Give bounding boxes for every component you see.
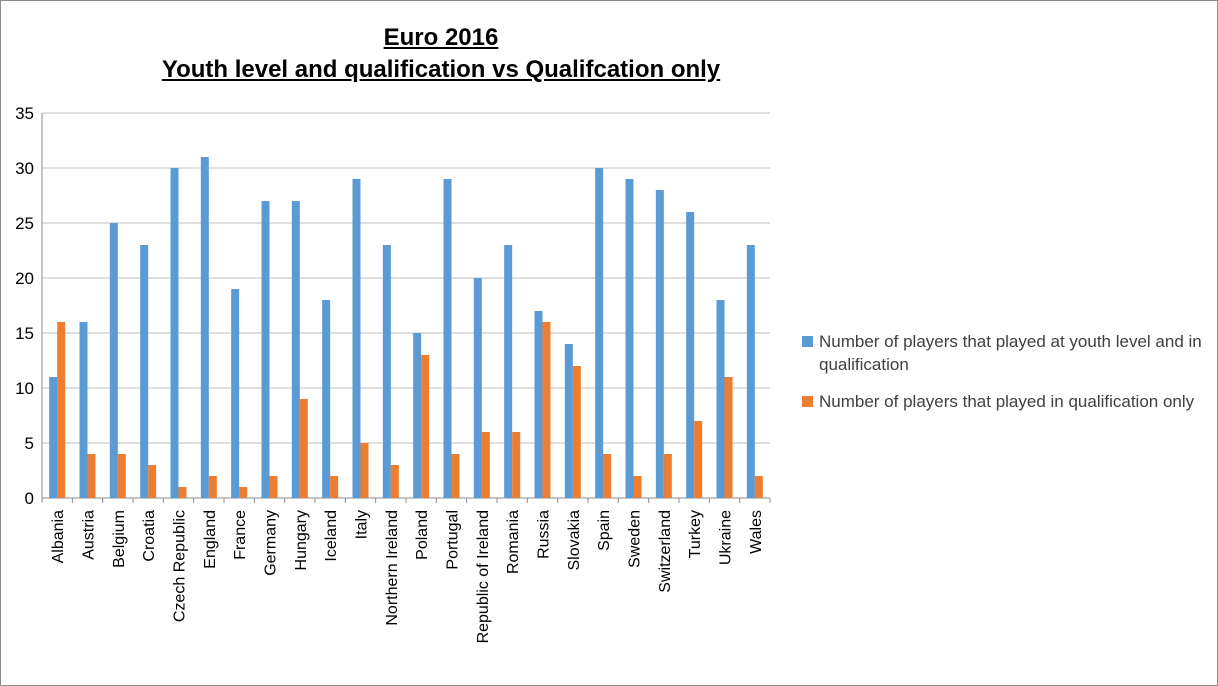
bar-qualification-only-spain — [603, 454, 612, 498]
bar-youth-and-qualification-portugal — [443, 179, 452, 498]
legend-item-youth-and-qualification: Number of players that played at youth l… — [802, 330, 1212, 376]
x-category-label-slovakia: Slovakia — [566, 510, 583, 571]
bar-qualification-only-portugal — [451, 454, 460, 498]
x-category-label-hungary: Hungary — [293, 510, 310, 570]
x-category-label-italy: Italy — [354, 510, 371, 539]
bar-youth-and-qualification-romania — [504, 245, 513, 498]
legend-swatch-blue — [802, 336, 813, 347]
x-category-label-russia: Russia — [536, 510, 553, 559]
bar-youth-and-qualification-sweden — [625, 179, 634, 498]
y-tick-label-5: 5 — [25, 434, 34, 453]
x-category-label-romania: Romania — [505, 510, 522, 574]
x-category-label-albania: Albania — [50, 510, 67, 563]
legend-swatch-orange — [802, 396, 813, 407]
bar-qualification-only-france — [239, 487, 248, 498]
bar-youth-and-qualification-switzerland — [655, 190, 664, 498]
y-tick-label-10: 10 — [15, 379, 34, 398]
bar-youth-and-qualification-croatia — [140, 245, 149, 498]
bar-qualification-only-turkey — [694, 421, 703, 498]
bar-qualification-only-czech-republic — [178, 487, 187, 498]
bar-youth-and-qualification-spain — [595, 168, 604, 498]
x-category-label-wales: Wales — [748, 510, 765, 554]
bar-qualification-only-belgium — [117, 454, 126, 498]
chart-title: Euro 2016 — [383, 24, 499, 51]
bar-qualification-only-hungary — [299, 399, 308, 498]
x-category-label-northern-ireland: Northern Ireland — [384, 510, 401, 626]
bar-youth-and-qualification-slovakia — [564, 344, 573, 498]
bar-qualification-only-slovakia — [572, 366, 581, 498]
bar-qualification-only-republic-of-ireland — [481, 432, 490, 498]
bar-youth-and-qualification-poland — [413, 333, 422, 498]
bar-youth-and-qualification-germany — [261, 201, 270, 498]
x-category-label-turkey: Turkey — [687, 510, 704, 558]
bar-youth-and-qualification-ukraine — [716, 300, 725, 498]
bar-qualification-only-wales — [754, 476, 763, 498]
y-tick-label-30: 30 — [15, 159, 34, 178]
bar-youth-and-qualification-italy — [352, 179, 361, 498]
legend-item-qualification-only: Number of players that played in qualifi… — [802, 390, 1212, 413]
legend-label-youth-and-qualification: Number of players that played at youth l… — [819, 332, 1202, 374]
bar-youth-and-qualification-austria — [79, 322, 88, 498]
bar-qualification-only-northern-ireland — [390, 465, 399, 498]
bar-qualification-only-ukraine — [724, 377, 733, 498]
x-category-label-iceland: Iceland — [323, 510, 340, 562]
x-category-label-england: England — [202, 510, 219, 569]
bar-youth-and-qualification-iceland — [322, 300, 331, 498]
bar-youth-and-qualification-albania — [49, 377, 58, 498]
bar-youth-and-qualification-hungary — [291, 201, 300, 498]
bar-qualification-only-england — [208, 476, 217, 498]
y-tick-label-25: 25 — [15, 214, 34, 233]
x-category-label-poland: Poland — [414, 510, 431, 560]
chart-legend: Number of players that played at youth l… — [802, 330, 1212, 427]
bar-youth-and-qualification-wales — [746, 245, 755, 498]
x-category-label-republic-of-ireland: Republic of Ireland — [475, 510, 492, 643]
bar-qualification-only-austria — [87, 454, 96, 498]
bar-youth-and-qualification-belgium — [109, 223, 118, 498]
x-category-label-switzerland: Switzerland — [657, 510, 674, 593]
bar-qualification-only-poland — [421, 355, 430, 498]
y-tick-label-15: 15 — [15, 324, 34, 343]
bar-qualification-only-romania — [512, 432, 521, 498]
x-category-label-croatia: Croatia — [141, 510, 158, 562]
x-category-label-spain: Spain — [596, 510, 613, 551]
bar-qualification-only-iceland — [330, 476, 339, 498]
bar-youth-and-qualification-republic-of-ireland — [473, 278, 482, 498]
x-category-label-germany: Germany — [263, 510, 280, 576]
bar-qualification-only-sweden — [633, 476, 642, 498]
y-tick-label-35: 35 — [15, 104, 34, 123]
chart-subtitle: Youth level and qualification vs Qualifc… — [161, 56, 721, 83]
bar-qualification-only-germany — [269, 476, 278, 498]
x-category-label-belgium: Belgium — [111, 510, 128, 568]
bar-youth-and-qualification-northern-ireland — [382, 245, 391, 498]
chart-title-block: Euro 2016 Youth level and qualification … — [0, 22, 882, 86]
bar-qualification-only-albania — [57, 322, 66, 498]
x-category-label-ukraine: Ukraine — [718, 510, 735, 565]
bar-youth-and-qualification-russia — [534, 311, 543, 498]
x-category-label-czech-republic: Czech Republic — [172, 510, 189, 622]
bar-youth-and-qualification-england — [200, 157, 209, 498]
legend-label-qualification-only: Number of players that played in qualifi… — [819, 392, 1195, 411]
bar-youth-and-qualification-turkey — [686, 212, 695, 498]
bar-youth-and-qualification-czech-republic — [170, 168, 179, 498]
bar-qualification-only-russia — [542, 322, 551, 498]
x-category-label-sweden: Sweden — [627, 510, 644, 568]
bar-qualification-only-italy — [360, 443, 369, 498]
x-category-label-france: France — [232, 510, 249, 560]
bar-youth-and-qualification-france — [231, 289, 240, 498]
y-tick-label-0: 0 — [25, 489, 34, 508]
x-category-label-portugal: Portugal — [445, 510, 462, 570]
bar-qualification-only-croatia — [148, 465, 157, 498]
bar-qualification-only-switzerland — [663, 454, 672, 498]
y-tick-label-20: 20 — [15, 269, 34, 288]
x-category-label-austria: Austria — [81, 510, 98, 560]
